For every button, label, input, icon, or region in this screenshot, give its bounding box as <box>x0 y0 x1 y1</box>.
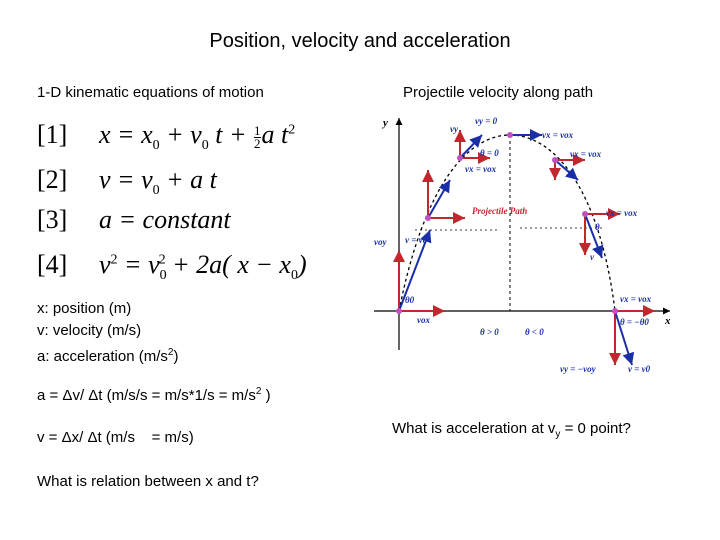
definition-x: x: position (m) <box>37 300 132 317</box>
equation-2: [2] v = v0 + a t <box>37 165 217 199</box>
projectile-path <box>398 134 616 312</box>
v-vector <box>554 159 579 181</box>
label-vy: vy <box>450 124 459 134</box>
path-point <box>582 211 588 217</box>
left-question: What is relation between x and t? <box>37 473 259 490</box>
label-v-v0: v = v0 <box>405 235 428 245</box>
v-vector <box>584 213 604 259</box>
v0-vector <box>398 229 432 312</box>
y-axis-label: y <box>381 117 388 129</box>
label-vx-vox-right: vx = vox <box>606 208 638 218</box>
definition-v: v: velocity (m/s) <box>37 322 142 339</box>
eq-sub: 0 <box>201 138 209 154</box>
label-vx-vox-top-right: vx = vox <box>570 149 602 159</box>
frac-top: 1 <box>254 122 261 138</box>
right-question: What is acceleration at vy = 0 point? <box>392 420 631 440</box>
label-vx-vox-top: vx = vox <box>542 130 574 140</box>
eq-term: x <box>99 120 111 149</box>
label-theta-end: θ = −θ0 <box>620 317 649 327</box>
label-voy: voy <box>374 237 387 247</box>
label-theta-lt: θ < 0 <box>525 327 544 337</box>
question-text-end: = 0 point? <box>560 420 631 437</box>
question-text: What is acceleration at v <box>392 420 556 437</box>
v-end-vector <box>614 310 635 366</box>
definitions: x: position (m) v: velocity (m/s) a: acc… <box>37 298 178 368</box>
eq-term: a t <box>261 120 289 149</box>
v-vector <box>459 134 483 159</box>
eq-sub: 0 <box>290 268 298 284</box>
label-theta0-launch: θ0 <box>405 295 415 305</box>
eq-sup: 2 <box>288 122 296 138</box>
path-point <box>552 157 558 163</box>
equation-number: [1] <box>37 120 68 149</box>
eq-term: + v <box>159 120 202 149</box>
equation-4: [4] v2 = v02 + 2a( x − x0) <box>37 250 307 284</box>
eq-term: = v <box>117 250 160 279</box>
projectile-diagram: y x vy = 0 vy θ = 0 vx = vox vx = vox v <box>374 116 671 374</box>
eq-sub: 0 <box>152 183 160 199</box>
label-theta: θ <box>595 222 600 232</box>
path-point <box>612 308 618 314</box>
label-v-v0-end: v = v0 <box>628 364 651 374</box>
definition-a-text: a: acceleration (m/s <box>37 348 168 365</box>
sub: y <box>555 429 561 440</box>
frac-bottom: 2 <box>254 135 261 151</box>
path-point <box>396 308 402 314</box>
velocity-formula: v = Δx/ Δt (m/s = m/s) <box>37 429 194 446</box>
path-point <box>425 215 431 221</box>
eq-term: ) <box>297 250 307 279</box>
close-paren: ) <box>173 348 179 365</box>
apex-point <box>507 132 513 138</box>
eq-term: = x <box>117 120 153 149</box>
definition-a: a: acceleration (m/s2) <box>37 342 178 368</box>
left-heading: 1-D kinematic equations of motion <box>37 84 264 101</box>
eq-term: a = constant <box>99 205 231 234</box>
equation-number: [4] <box>37 250 68 279</box>
equation-3: [3] a = constant <box>37 205 231 235</box>
label-vx-vox-mid: vx = vox <box>465 164 497 174</box>
eq-sub: 0 <box>159 268 167 284</box>
page-title: Position, velocity and acceleration <box>209 30 511 52</box>
v-vector <box>427 179 451 219</box>
label-path: Projectile Path <box>472 206 527 216</box>
path-point <box>457 155 463 161</box>
sup: 2 <box>255 386 262 397</box>
eq-term: v = v <box>99 165 153 194</box>
label-vy0: vy = 0 <box>475 116 498 126</box>
eq-term: t + <box>208 120 254 149</box>
x-axis-label: x <box>664 315 671 327</box>
accel-text: a = Δv/ Δt (m/s/s = m/s*1/s = m/s <box>37 387 256 404</box>
label-vox: vox <box>417 315 430 325</box>
label-vy-end: vy = −voy <box>560 364 597 374</box>
eq-sup: 2 <box>158 252 166 268</box>
label-theta-gt: θ > 0 <box>480 327 499 337</box>
sup: 2 <box>167 347 174 358</box>
eq-sup: 2 <box>110 252 118 268</box>
equation-number: [3] <box>37 205 68 234</box>
equation-number: [2] <box>37 165 68 194</box>
label-vx-vox-r2: vx = vox <box>620 294 652 304</box>
label-theta0: θ = 0 <box>480 148 499 158</box>
eq-sub: 0 <box>152 138 160 154</box>
eq-term: + a t <box>159 165 217 194</box>
right-heading: Projectile velocity along path <box>403 84 594 101</box>
eq-term: v <box>99 250 111 279</box>
eq-term: + 2a( x − x <box>165 250 291 279</box>
label-v: v <box>590 252 595 262</box>
acceleration-formula: a = Δv/ Δt (m/s/s = m/s*1/s = m/s2 ) <box>37 386 271 404</box>
accel-end: ) <box>261 387 271 404</box>
